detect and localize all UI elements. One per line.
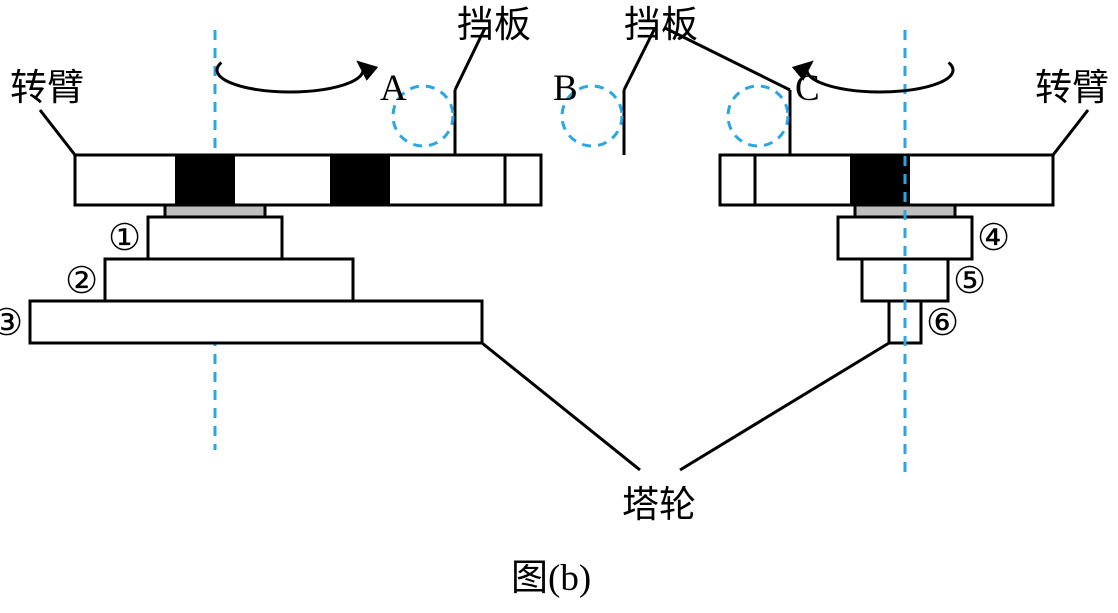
left-black-1	[175, 155, 235, 205]
label-baffle-a: 挡板	[457, 5, 531, 46]
label-num2: ②	[65, 261, 98, 302]
right-black	[850, 155, 910, 205]
label-a: A	[380, 68, 407, 109]
label-arm-right: 转臂	[1035, 67, 1109, 109]
left-gray-spacer	[165, 205, 265, 217]
left-tier-3	[30, 301, 482, 343]
label-num3: ③	[0, 303, 23, 344]
label-wheel: 塔轮	[622, 484, 696, 526]
left-tier-2	[105, 259, 353, 301]
left-tier-1	[148, 217, 282, 259]
left-arm	[75, 155, 541, 205]
figure-caption: 图(b)	[511, 558, 591, 599]
label-baffle-b: 挡板	[624, 5, 698, 46]
label-c: C	[795, 68, 820, 109]
label-b: B	[553, 68, 578, 109]
left-black-2	[330, 155, 390, 205]
label-arm-left: 转臂	[10, 67, 84, 109]
label-num4: ④	[977, 218, 1010, 259]
label-num1: ①	[108, 218, 141, 259]
label-num5: ⑤	[953, 261, 986, 302]
label-num6: ⑥	[926, 303, 959, 344]
